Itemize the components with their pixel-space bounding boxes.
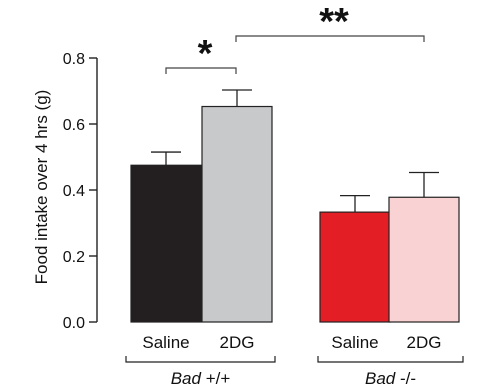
bars (130, 89, 460, 323)
y-tick-label: 0.2 (63, 249, 85, 266)
y-tick-label: 0.6 (63, 117, 85, 134)
group-label-genotype: +/+ (201, 369, 230, 388)
significance-bracket (165, 67, 237, 74)
bar (201, 105, 273, 323)
y-axis-label: Food intake over 4 hrs (g) (32, 90, 51, 285)
x-tick-label: Saline (142, 333, 189, 352)
significance-label: * (198, 33, 213, 75)
x-tick-label: 2DG (407, 333, 442, 352)
bar (319, 211, 391, 323)
group-label: Bad +/+ (171, 369, 231, 388)
y-tick-label: 0.8 (63, 51, 85, 68)
group-label-genotype: -/- (395, 369, 416, 388)
bar (130, 164, 202, 323)
x-tick-label: 2DG (220, 333, 255, 352)
y-tick-label: 0.4 (63, 183, 85, 200)
group-bracket (317, 356, 464, 363)
bar (388, 196, 460, 323)
group-label-name: Bad (171, 369, 202, 388)
significance-annotations: *** (165, 1, 425, 75)
significance-bracket (235, 35, 425, 42)
group-label: Bad -/- (365, 369, 416, 388)
y-tick-label: 0.0 (63, 315, 85, 332)
x-tick-label: Saline (331, 333, 378, 352)
group-bracket (125, 356, 276, 363)
y-axis-ticks: 0.0 0.2 0.4 0.6 0.8 (63, 51, 97, 332)
group-label-name: Bad (365, 369, 396, 388)
significance-label: ** (319, 1, 349, 43)
